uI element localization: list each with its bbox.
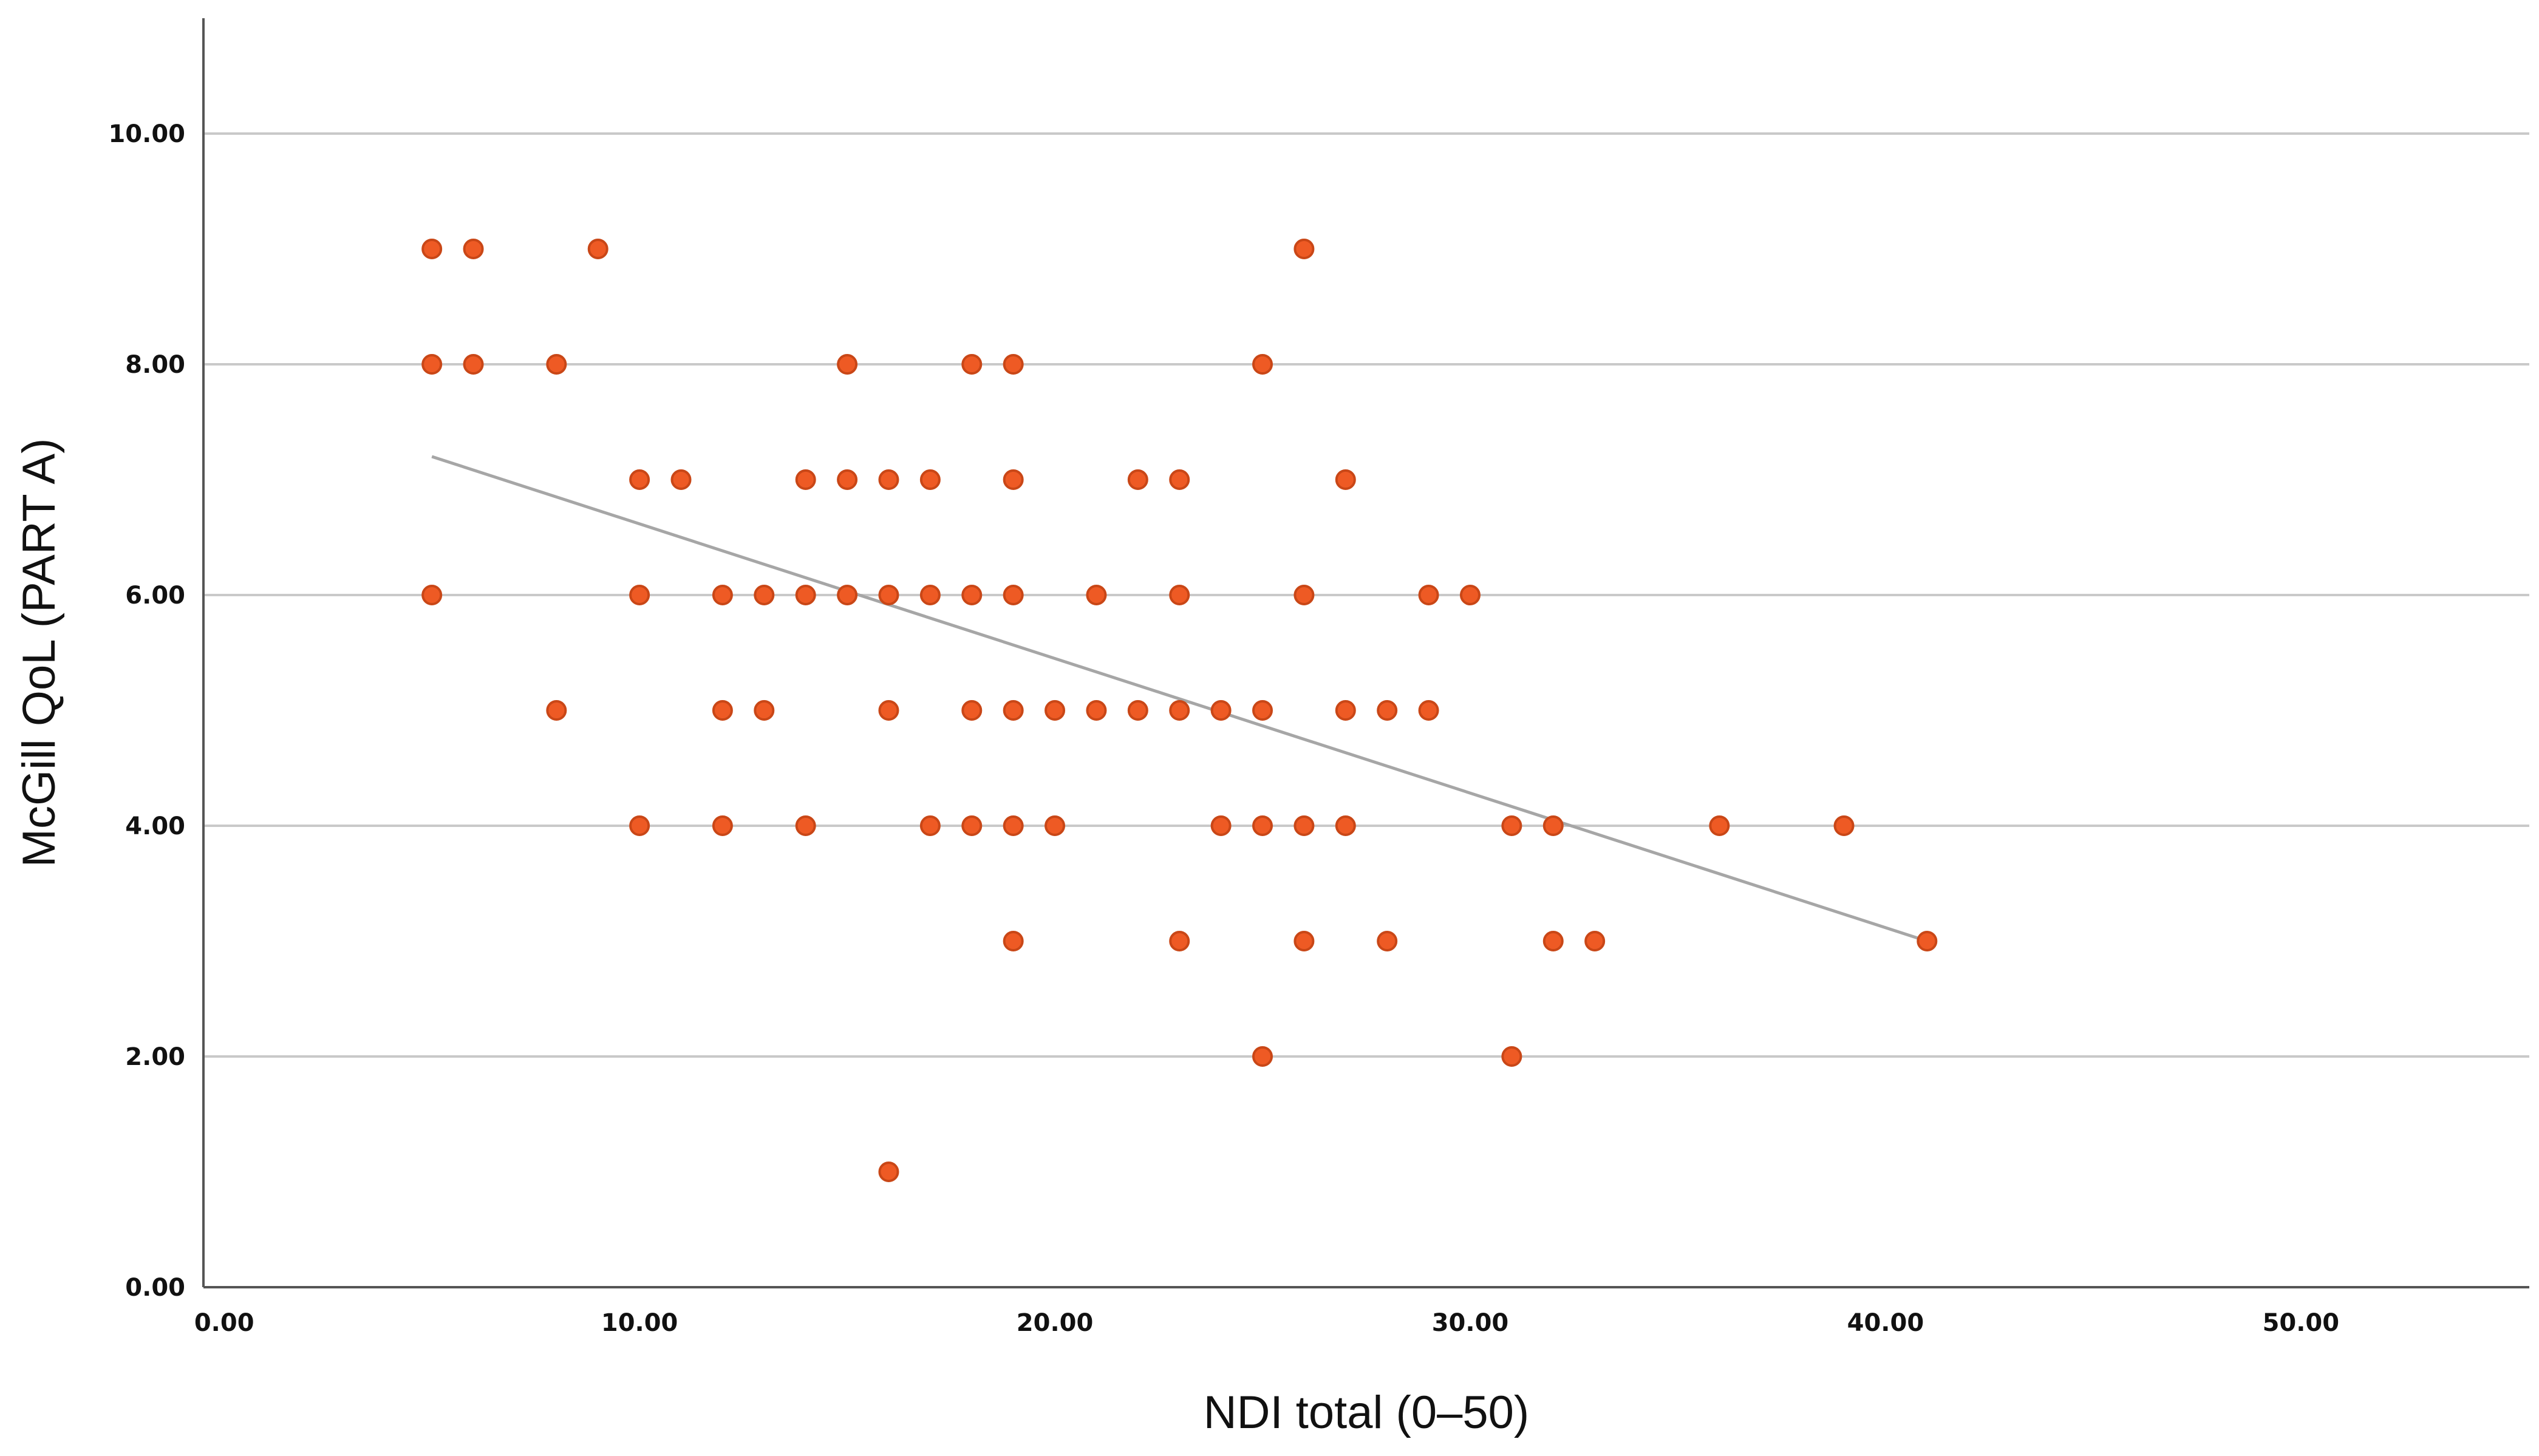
- data-point: [1252, 1046, 1273, 1067]
- x-tick-label: 30.00: [1432, 1309, 1509, 1337]
- data-points: [421, 239, 1938, 1182]
- data-point: [837, 585, 858, 605]
- data-point: [1003, 585, 1024, 605]
- y-tick-label: 2.00: [125, 1043, 185, 1071]
- data-point: [961, 700, 983, 721]
- tick-labels: 0.00 2.00 4.00 6.00 8.00 10.00 0.00 10.00 20.00 3…: [108, 120, 2339, 1337]
- data-point: [1045, 815, 1066, 836]
- data-point: [1542, 931, 1564, 951]
- data-point: [1501, 1046, 1522, 1067]
- data-point: [546, 354, 567, 375]
- data-point: [1542, 815, 1564, 836]
- data-point: [878, 1162, 899, 1182]
- x-tick-label: 0.00: [194, 1309, 254, 1337]
- data-point: [1335, 815, 1356, 836]
- data-point: [1086, 700, 1107, 721]
- data-point: [1169, 931, 1190, 951]
- y-tick-label: 0.00: [125, 1274, 185, 1302]
- data-point: [919, 815, 941, 836]
- data-point: [878, 469, 899, 490]
- data-point: [919, 469, 941, 490]
- data-point: [629, 469, 650, 490]
- data-point: [961, 585, 983, 605]
- data-point: [1501, 815, 1522, 836]
- data-point: [1293, 931, 1315, 951]
- data-point: [795, 815, 816, 836]
- data-point: [1003, 469, 1024, 490]
- data-point: [463, 239, 484, 259]
- data-point: [1709, 815, 1730, 836]
- data-point: [1459, 585, 1481, 605]
- data-point: [1293, 239, 1315, 259]
- data-point: [1418, 700, 1439, 721]
- data-point: [1169, 469, 1190, 490]
- data-point: [1169, 700, 1190, 721]
- data-point: [1917, 931, 1938, 951]
- x-tick-label: 40.00: [1847, 1309, 1924, 1337]
- data-point: [1335, 469, 1356, 490]
- data-point: [1377, 700, 1398, 721]
- data-point: [878, 585, 899, 605]
- data-point: [587, 239, 608, 259]
- data-point: [1210, 815, 1232, 836]
- data-point: [837, 469, 858, 490]
- x-tick-label: 50.00: [2263, 1309, 2340, 1337]
- data-point: [1003, 815, 1024, 836]
- data-point: [629, 815, 650, 836]
- y-tick-label: 6.00: [125, 582, 185, 610]
- data-point: [1045, 700, 1066, 721]
- data-point: [1252, 815, 1273, 836]
- data-point: [712, 585, 733, 605]
- data-point: [421, 239, 443, 259]
- data-point: [1377, 931, 1398, 951]
- data-point: [712, 700, 733, 721]
- data-point: [961, 815, 983, 836]
- y-tick-label: 10.00: [108, 120, 185, 148]
- axes: [202, 18, 2529, 1288]
- y-axis-title: McGill QoL (PART A): [13, 438, 65, 868]
- gridlines: [203, 132, 2529, 1058]
- data-point: [1418, 585, 1439, 605]
- data-point: [670, 469, 692, 490]
- data-point: [546, 700, 567, 721]
- data-point: [754, 700, 775, 721]
- data-point: [1252, 354, 1273, 375]
- y-tick-label: 8.00: [125, 351, 185, 379]
- data-point: [1584, 931, 1606, 951]
- data-point: [795, 585, 816, 605]
- x-tick-label: 20.00: [1017, 1309, 1094, 1337]
- data-point: [1335, 700, 1356, 721]
- data-point: [1169, 585, 1190, 605]
- data-point: [421, 354, 443, 375]
- data-point: [421, 585, 443, 605]
- data-point: [1293, 585, 1315, 605]
- data-point: [961, 354, 983, 375]
- x-tick-label: 10.00: [601, 1309, 678, 1337]
- data-point: [1127, 469, 1148, 490]
- data-point: [1003, 931, 1024, 951]
- x-axis-title: NDI total (0–50): [1204, 1387, 1529, 1438]
- data-point: [712, 815, 733, 836]
- data-point: [919, 585, 941, 605]
- fit-line: [431, 455, 1928, 943]
- data-point: [878, 700, 899, 721]
- data-point: [463, 354, 484, 375]
- data-point: [1833, 815, 1855, 836]
- data-point: [1003, 354, 1024, 375]
- data-point: [1003, 700, 1024, 721]
- data-point: [1293, 815, 1315, 836]
- fit-line-group: [431, 455, 1928, 943]
- data-point: [795, 469, 816, 490]
- data-point: [1210, 700, 1232, 721]
- data-point: [1086, 585, 1107, 605]
- data-point: [754, 585, 775, 605]
- data-point: [837, 354, 858, 375]
- data-point: [1252, 700, 1273, 721]
- data-point: [629, 585, 650, 605]
- y-tick-label: 4.00: [125, 812, 185, 840]
- data-point: [1127, 700, 1148, 721]
